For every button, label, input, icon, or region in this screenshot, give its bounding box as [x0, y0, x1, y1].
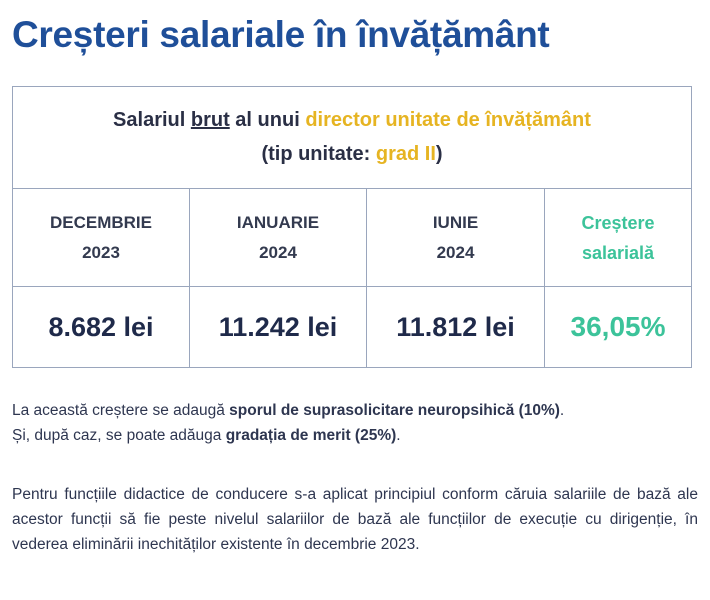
column-header: IUNIE 2024	[367, 189, 545, 286]
column-month: IANUARIE	[236, 212, 320, 232]
growth-header: Creștere salarială	[545, 189, 691, 286]
column-year: 2024	[259, 242, 297, 262]
value-cell: 8.682 lei	[13, 287, 190, 367]
column-header: IANUARIE 2024	[190, 189, 367, 286]
column-header: DECEMBRIE 2023	[13, 189, 190, 286]
note-text: La această creștere se adaugă	[12, 402, 230, 419]
heading-text: Salariul	[113, 109, 191, 131]
column-month: IUNIE	[432, 212, 479, 232]
table-header-row: DECEMBRIE 2023 IANUARIE 2024 IUNIE 2024 …	[13, 189, 691, 287]
growth-cell: 36,05%	[545, 287, 691, 367]
note-text: .	[396, 427, 401, 444]
table-heading-line-1: Salariul brut al unui director unitate d…	[13, 109, 691, 132]
salary-value: 11.812 lei	[396, 311, 515, 342]
column-year: 2024	[436, 242, 475, 262]
note-bold: sporul de suprasolicitare neuropsihică (…	[229, 402, 560, 419]
note-text: .	[559, 402, 565, 419]
note-text: Și, după caz, se poate adăuga	[12, 427, 226, 444]
heading-role: director unitate de învățământ	[305, 109, 591, 131]
page-title: Creșteri salariale în învățământ	[12, 14, 550, 55]
column-year: 2023	[82, 242, 120, 262]
column-month: DECEMBRIE	[49, 212, 152, 232]
salary-value: 8.682 lei	[48, 311, 154, 342]
value-cell: 11.242 lei	[190, 287, 367, 367]
note-paragraph-2: Pentru funcțiile didactice de conducere …	[12, 486, 698, 553]
table-value-row: 8.682 lei 11.242 lei 11.812 lei 36,05%	[13, 287, 691, 367]
heading-text: al unui	[229, 109, 306, 131]
table-heading-line-2: (tip unitate: grad II)	[13, 143, 691, 166]
note-bold: gradația de merit (25%)	[225, 427, 397, 444]
heading-brut: brut	[190, 109, 230, 131]
heading-text: )	[435, 143, 443, 165]
note-paragraph-1: La această creștere se adaugă sporul de …	[12, 398, 698, 448]
growth-value: 36,05%	[570, 311, 666, 342]
table-heading-row: Salariul brut al unui director unitate d…	[13, 87, 691, 189]
growth-label: Creștere	[581, 212, 655, 233]
heading-text: (tip unitate:	[261, 143, 376, 165]
heading-grade: grad II	[375, 143, 436, 165]
salary-table: Salariul brut al unui director unitate d…	[12, 86, 692, 368]
value-cell: 11.812 lei	[367, 287, 545, 367]
growth-label: salarială	[581, 242, 655, 263]
salary-value: 11.242 lei	[218, 311, 338, 342]
